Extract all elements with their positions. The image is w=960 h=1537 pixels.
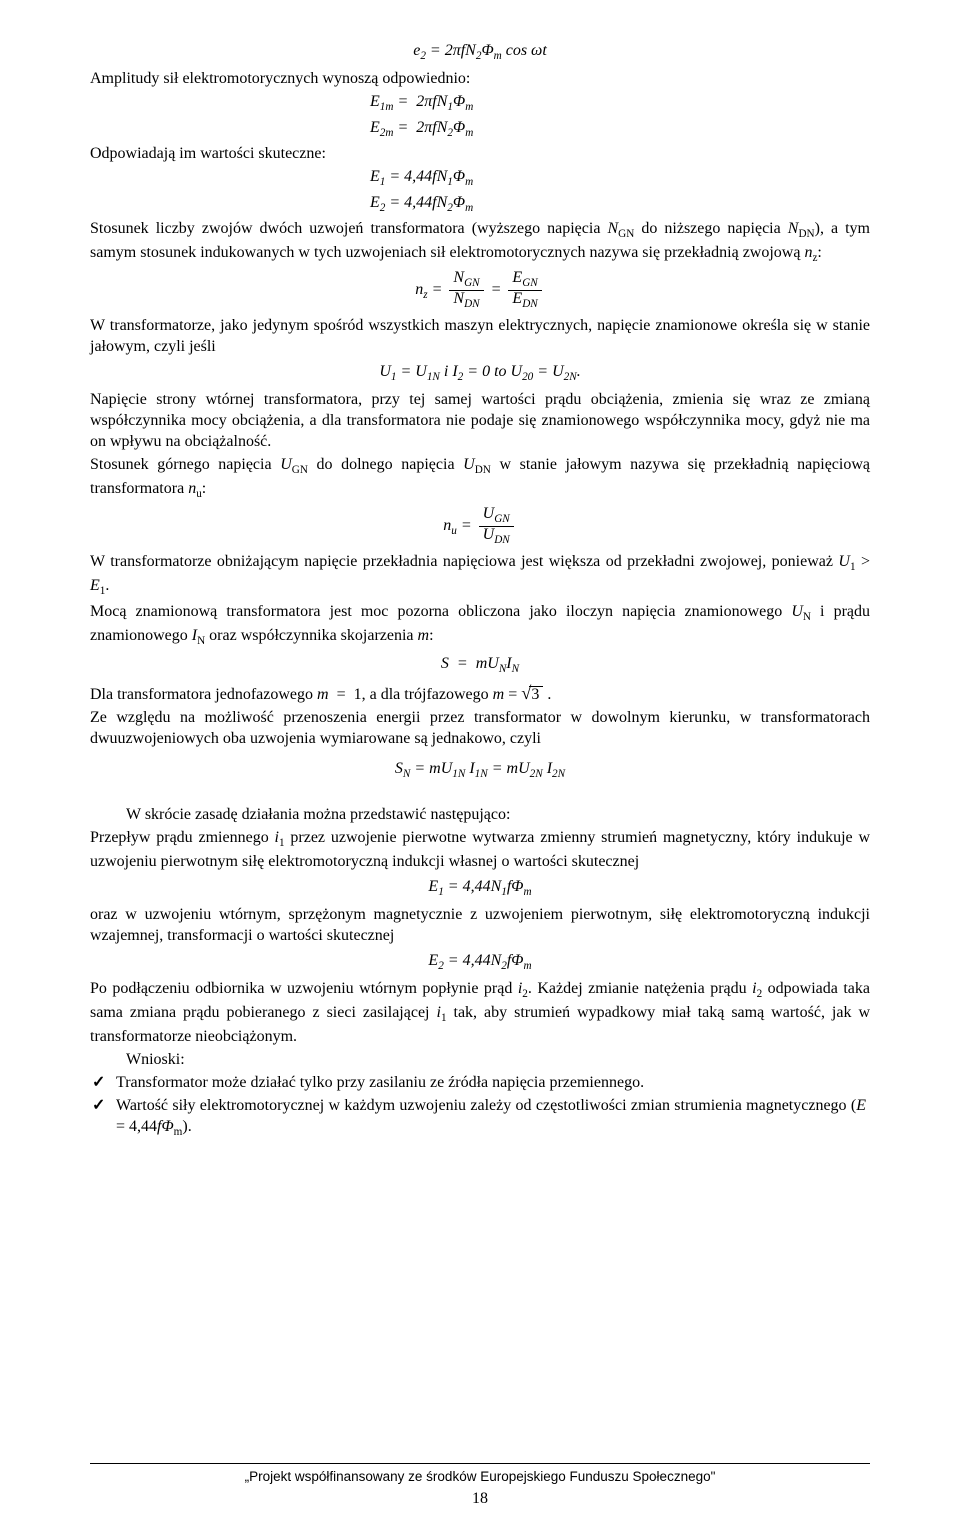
wnioski-list: Transformator może działać tylko przy za… xyxy=(90,1072,870,1140)
equation-e1: E1 = 4,44fN1Φm xyxy=(90,166,870,190)
equation-e1b: E1 = 4,44N1fΦm xyxy=(90,876,870,900)
para-ze-wzgledu: Ze względu na możliwość przenoszenia ene… xyxy=(90,707,870,749)
para-po-podlaczeniu: Po podłączeniu odbiornika w uzwojeniu wt… xyxy=(90,978,870,1047)
equation-e2m: E2m = 2πfN2Φm xyxy=(90,117,870,141)
para-stosunek-zwojow: Stosunek liczby zwojów dwóch uzwojeń tra… xyxy=(90,218,870,266)
wniosek-2: Wartość siły elektromotorycznej w każdym… xyxy=(116,1095,870,1140)
equation-nz: nz = NGNNDN = EGNEDN xyxy=(90,270,870,311)
equation-nu: nu = UGNUDN xyxy=(90,506,870,547)
footer-text: „Projekt współfinansowany ze środków Eur… xyxy=(90,1468,870,1486)
equation-e2: E2 = 4,44fN2Φm xyxy=(90,192,870,216)
para-obnizajacym: W transformatorze obniżającym napięcie p… xyxy=(90,551,870,599)
page-footer: „Projekt współfinansowany ze środków Eur… xyxy=(90,1463,870,1509)
equation-e1m: E1m = 2πfN1Φm xyxy=(90,91,870,115)
equation-u1: U1 = U1N i I2 = 0 to U20 = U2N. xyxy=(90,361,870,385)
para-stosunek-gornego: Stosunek górnego napięcia UGN do dolnego… xyxy=(90,454,870,502)
spacer xyxy=(90,790,870,802)
wnioski-label: Wnioski: xyxy=(90,1049,870,1070)
para-w-skrocie: W skrócie zasadę działania można przedst… xyxy=(90,804,870,825)
wniosek-1: Transformator może działać tylko przy za… xyxy=(116,1072,870,1093)
line-jednofazowego: Dla transformatora jednofazowego m = 1, … xyxy=(90,681,870,705)
text-amplitudy-intro: Amplitudy sił elektromotorycznych wynosz… xyxy=(90,68,870,89)
page: e2 = 2πfN2Φm cos ωt Amplitudy sił elektr… xyxy=(0,0,960,1537)
para-jedynym: W transformatorze, jako jedynym spośród … xyxy=(90,315,870,357)
para-przeplyw: Przepływ prądu zmiennego i1 przez uzwoje… xyxy=(90,827,870,872)
para-napiecie-wtornej: Napięcie strony wtórnej transformatora, … xyxy=(90,389,870,452)
equation-sn: SN = mU1N I1N = mU2N I2N xyxy=(90,758,870,782)
para-oraz: oraz w uzwojeniu wtórnym, sprzężonym mag… xyxy=(90,904,870,946)
equation-s: S = mUNIN xyxy=(90,653,870,677)
sqrt3: 3 xyxy=(529,686,543,703)
equation-e2b: E2 = 4,44N2fΦm xyxy=(90,950,870,974)
equation-e2-top: e2 = 2πfN2Φm cos ωt xyxy=(90,40,870,64)
para-moca-znamionowa: Mocą znamionową transformatora jest moc … xyxy=(90,601,870,649)
page-number: 18 xyxy=(90,1488,870,1509)
text-skuteczne-intro: Odpowiadają im wartości skuteczne: xyxy=(90,143,870,164)
